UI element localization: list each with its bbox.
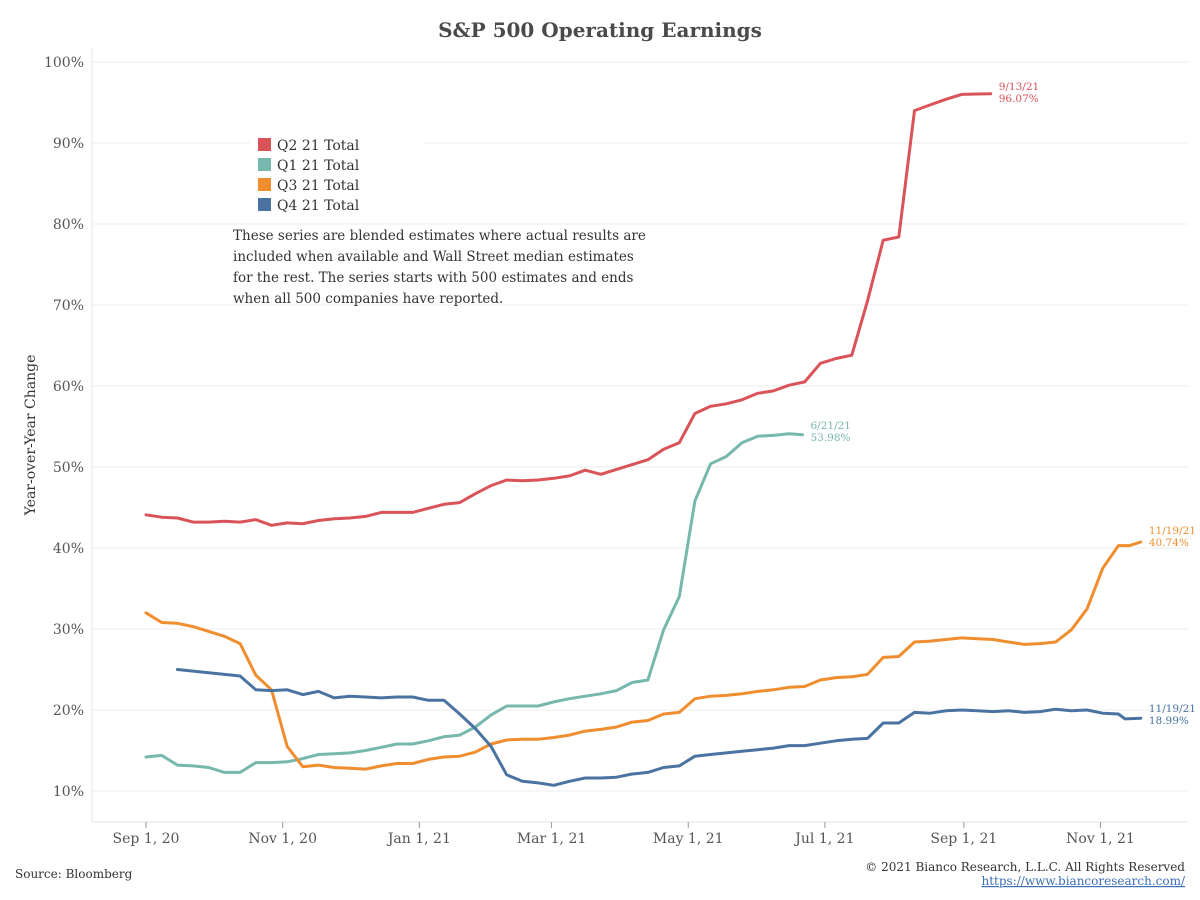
y-tick-label: 40% xyxy=(53,541,84,557)
y-axis-ticks: 10% 20% 30% 40% 50% 60% 70% 80% 90% 100% xyxy=(44,55,84,800)
legend-swatch[interactable] xyxy=(258,138,271,151)
end-label-value: 96.07% xyxy=(999,93,1039,105)
series-line-q2-21-total xyxy=(144,92,993,527)
y-tick-label: 70% xyxy=(53,298,84,314)
source-note: Source: Bloomberg xyxy=(15,867,133,881)
y-tick-label: 30% xyxy=(53,622,84,638)
y-axis-label: Year-over-Year Change xyxy=(23,355,39,517)
legend[interactable]: Q2 21 Total Q1 21 Total Q3 21 Total Q4 21 T… xyxy=(250,131,425,217)
annotation-line: included when available and Wall Street … xyxy=(233,249,634,265)
y-tick-label: 90% xyxy=(53,136,84,152)
y-tick-label: 60% xyxy=(53,379,84,395)
x-tick-label: Sep 1, 21 xyxy=(930,831,997,847)
y-tick-label: 50% xyxy=(53,460,84,476)
x-tick-label: Jan 1, 21 xyxy=(386,831,451,847)
legend-label[interactable]: Q1 21 Total xyxy=(277,158,360,174)
series-line-q1-21-total xyxy=(144,432,804,774)
legend-swatch[interactable] xyxy=(258,198,271,211)
legend-swatch[interactable] xyxy=(258,158,271,171)
gridlines xyxy=(91,48,1188,823)
series-lines xyxy=(144,92,1143,787)
series-line-q3-21-total xyxy=(144,540,1143,771)
annotation-line: when all 500 companies have reported. xyxy=(233,291,503,307)
x-tick-label: May 1, 21 xyxy=(653,831,724,847)
annotation-line: for the rest. The series starts with 500… xyxy=(233,270,634,286)
x-tick-label: Nov 1, 20 xyxy=(248,831,317,847)
legend-label[interactable]: Q3 21 Total xyxy=(277,178,360,194)
end-label-value: 18.99% xyxy=(1149,715,1189,727)
series-line-q4-21-total xyxy=(175,668,1143,787)
copyright-note: © 2021 Bianco Research, L.L.C. All Right… xyxy=(865,860,1185,874)
legend-background xyxy=(250,131,425,217)
legend-label[interactable]: Q2 21 Total xyxy=(277,138,360,154)
end-label-value: 53.98% xyxy=(810,432,850,444)
y-tick-label: 20% xyxy=(53,703,84,719)
annotation-line: These series are blended estimates where… xyxy=(233,228,646,244)
x-tick-label: Mar 1, 21 xyxy=(517,831,586,847)
x-tick-label: Jul 1, 21 xyxy=(793,831,854,847)
y-tick-label: 100% xyxy=(44,55,84,71)
x-tick-label: Sep 1, 20 xyxy=(113,831,180,847)
legend-label[interactable]: Q4 21 Total xyxy=(277,198,360,214)
end-labels: 9/13/2196.07%6/21/2153.98%11/19/2140.74%… xyxy=(810,81,1196,727)
end-label-date: 11/19/21 xyxy=(1149,703,1196,715)
chart-title: S&P 500 Operating Earnings xyxy=(438,18,762,42)
end-label-date: 11/19/21 xyxy=(1149,525,1196,537)
x-axis-ticks: Sep 1, 20 Nov 1, 20 Jan 1, 21 Mar 1, 21 May … xyxy=(113,822,1135,847)
end-label-date: 9/13/21 xyxy=(999,81,1039,93)
chart-annotation: These series are blended estimates where… xyxy=(233,228,646,307)
end-label-value: 40.74% xyxy=(1149,537,1189,549)
end-label-date: 6/21/21 xyxy=(810,420,850,432)
y-tick-label: 80% xyxy=(53,217,84,233)
website-link[interactable]: https://www.biancoresearch.com/ xyxy=(981,874,1185,888)
y-tick-label: 10% xyxy=(53,784,84,800)
legend-swatch[interactable] xyxy=(258,178,271,191)
x-tick-label: Nov 1, 21 xyxy=(1066,831,1135,847)
